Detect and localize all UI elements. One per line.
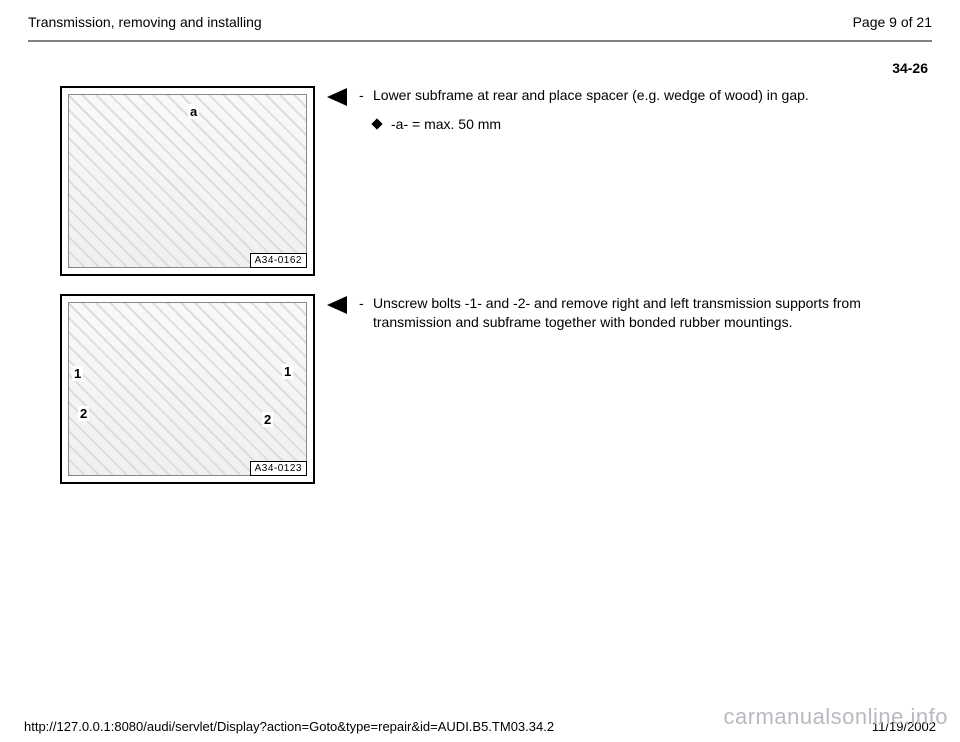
dash-marker: - <box>359 86 373 105</box>
figure-callout: 2 <box>78 406 89 421</box>
header-title: Transmission, removing and installing <box>28 14 262 30</box>
instruction-item: -Lower subframe at rear and place spacer… <box>359 86 912 105</box>
figure-illustration <box>68 302 307 476</box>
figure-tag: A34-0123 <box>250 461 307 476</box>
arrow-left-icon <box>327 88 347 106</box>
instruction-text: Unscrew bolts -1- and -2- and remove rig… <box>373 294 912 332</box>
figure: 1 1 2 2 A34-0123 <box>60 294 315 484</box>
figure: a A34-0162 <box>60 86 315 276</box>
instruction-column: -Unscrew bolts -1- and -2- and remove ri… <box>359 294 936 342</box>
arrow-column <box>315 294 359 314</box>
figure-callout: a <box>188 104 199 119</box>
figure-tag: A34-0162 <box>250 253 307 268</box>
instruction-text: Lower subframe at rear and place spacer … <box>373 86 912 105</box>
instruction-item: -Unscrew bolts -1- and -2- and remove ri… <box>359 294 912 332</box>
figure-illustration <box>68 94 307 268</box>
figure-callout: 1 <box>72 366 83 381</box>
diamond-marker-icon <box>371 118 382 129</box>
instruction-subitem: -a- = max. 50 mm <box>359 115 912 134</box>
footer-date: 11/19/2002 <box>872 719 936 734</box>
content-row: a A34-0162 -Lower subframe at rear and pla… <box>24 86 936 276</box>
header-page: Page 9 of 21 <box>853 14 932 30</box>
footer-url: http://127.0.0.1:8080/audi/servlet/Displ… <box>24 719 554 734</box>
instruction-column: -Lower subframe at rear and place spacer… <box>359 86 936 144</box>
instruction-subtext: -a- = max. 50 mm <box>391 115 501 134</box>
dash-marker: - <box>359 294 373 332</box>
content-row: 1 1 2 2 A34-0123 -Unscrew bolts -1- and -2- a… <box>24 294 936 484</box>
arrow-column <box>315 86 359 106</box>
figure-callout: 2 <box>262 412 273 427</box>
section-number: 34-26 <box>24 42 936 86</box>
arrow-left-icon <box>327 296 347 314</box>
figure-callout: 1 <box>282 364 293 379</box>
